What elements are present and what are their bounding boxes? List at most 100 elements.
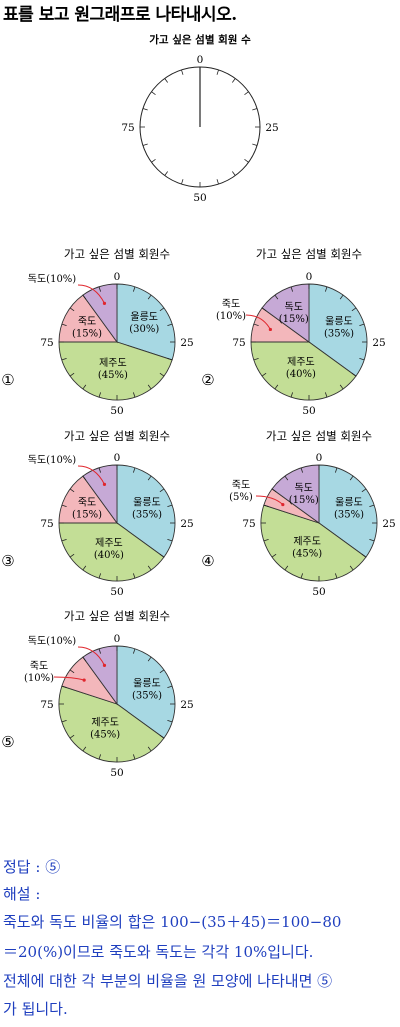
tick-mark: [181, 179, 184, 185]
tick-mark: [369, 538, 375, 542]
slice-label: 죽도: [78, 497, 96, 509]
slice-percent-label: (30%): [129, 324, 159, 335]
tick-mark: [69, 372, 75, 377]
tick-mark: [263, 504, 269, 508]
tick-mark: [369, 504, 375, 508]
tick-mark: [159, 307, 165, 312]
callout-label: 독도(10%): [28, 635, 77, 647]
slice-percent-label: (15%): [72, 510, 102, 521]
callout-arrowhead: [82, 678, 86, 682]
slice-label: 제주도: [95, 537, 123, 549]
callout-label: 죽도: [222, 298, 240, 310]
tick-mark: [167, 504, 173, 508]
tick-mark: [151, 91, 156, 95]
tick-mark: [300, 467, 304, 473]
tick-mark: [361, 553, 367, 558]
answer-label: 정답 : ⑤: [3, 858, 61, 876]
slice-label: 제주도: [99, 357, 127, 369]
slice-label: 독도: [285, 301, 303, 313]
tick-mark: [69, 734, 75, 739]
slice-percent-label: (35%): [132, 691, 162, 702]
slice-percent-label: (45%): [90, 729, 120, 740]
pie-slice: [58, 685, 165, 763]
tick-mark: [82, 294, 87, 300]
callout-arrow: [53, 676, 85, 681]
tick-mark: [159, 669, 165, 674]
tick-mark: [61, 719, 67, 723]
tick-mark: [98, 648, 102, 654]
tick-mark: [339, 384, 344, 390]
option-pie-2: 가고 싶은 섬별 회원수②0255075울릉도(35%)제주도(40%)죽도(1…: [201, 247, 385, 417]
pie-slice: [58, 294, 118, 343]
tick-label: 75: [40, 518, 53, 530]
slice-percent-label: (45%): [292, 548, 322, 559]
tick-mark: [147, 656, 152, 662]
slice-label: 울릉도: [335, 497, 363, 509]
tick-mark: [324, 392, 328, 398]
tick-label: 0: [114, 452, 121, 464]
callout-arrowhead: [268, 327, 272, 332]
tick-mark: [274, 384, 279, 390]
tick-mark: [252, 108, 258, 111]
pie-slice: [116, 464, 176, 558]
tick-mark: [232, 171, 236, 176]
callout-arrowhead: [281, 502, 285, 507]
tick-mark: [359, 357, 365, 361]
tick-label: 75: [121, 122, 134, 134]
tick-mark: [147, 746, 152, 752]
option-number: ②: [201, 371, 214, 389]
tick-mark: [147, 475, 152, 481]
slice-label: 울릉도: [130, 311, 158, 323]
tick-mark: [69, 307, 75, 312]
tick-mark: [244, 91, 249, 95]
callout-label: 독도(10%): [28, 273, 77, 285]
tick-mark: [351, 372, 357, 377]
tick-mark: [351, 307, 357, 312]
tick-mark: [159, 488, 165, 493]
chart-title: 가고 싶은 섬별 회원수: [256, 247, 362, 261]
tick-mark: [167, 719, 173, 723]
main-chart-title: 가고 싶은 섬별 회원 수: [149, 34, 251, 46]
tick-mark: [181, 69, 184, 75]
callout-label: 독도(10%): [28, 454, 77, 466]
chart-title: 가고 싶은 섬별 회원수: [64, 247, 170, 261]
tick-mark: [142, 143, 148, 146]
question-text: 표를 보고 원그래프로 나타내시오.: [3, 5, 237, 25]
tick-mark: [216, 69, 219, 75]
tick-mark: [284, 475, 289, 481]
tick-label: 75: [40, 699, 53, 711]
tick-mark: [339, 294, 344, 300]
tick-mark: [324, 286, 328, 292]
option-pie-4: 가고 싶은 섬별 회원수 ④ 0 25 50 75 울릉도(35%) 제주도(45%) 죽도(5…: [201, 429, 395, 598]
slice-label: 제주도: [293, 535, 321, 547]
tick-label: 25: [382, 518, 395, 530]
tick-mark: [82, 475, 87, 481]
tick-mark: [159, 372, 165, 377]
pie-slice: [58, 475, 118, 524]
slice-percent-label: (45%): [98, 370, 128, 381]
tick-mark: [98, 754, 102, 760]
callout-percent: (10%): [216, 311, 246, 322]
tick-mark: [244, 159, 249, 163]
tick-mark: [274, 294, 279, 300]
tick-mark: [349, 475, 354, 481]
slice-label: 제주도: [91, 716, 119, 728]
option-pie-3: 가고 싶은 섬별 회원수 ③ 0 25 50 75 울릉도(35%) 제주도(40%) 죽도(1…: [1, 429, 193, 598]
pie-slice: [318, 464, 378, 558]
tick-label: 0: [114, 271, 121, 283]
explanation-label: 해설 :: [3, 885, 41, 903]
tick-mark: [82, 384, 87, 390]
callout-label: 죽도: [232, 479, 250, 491]
explanation-line-1: 죽도와 독도 비율의 합은 100−(35＋45)＝100−80: [3, 913, 342, 931]
tick-label: 50: [302, 405, 315, 417]
tick-mark: [290, 392, 294, 398]
callout-arrowhead: [102, 663, 107, 667]
callout-label: 죽도: [30, 660, 48, 672]
slice-label: 죽도: [78, 316, 96, 328]
tick-mark: [147, 294, 152, 300]
tick-mark: [69, 488, 75, 493]
tick-mark: [232, 78, 236, 83]
tick-mark: [334, 467, 338, 473]
tick-mark: [151, 159, 156, 163]
tick-label: 75: [232, 337, 245, 349]
